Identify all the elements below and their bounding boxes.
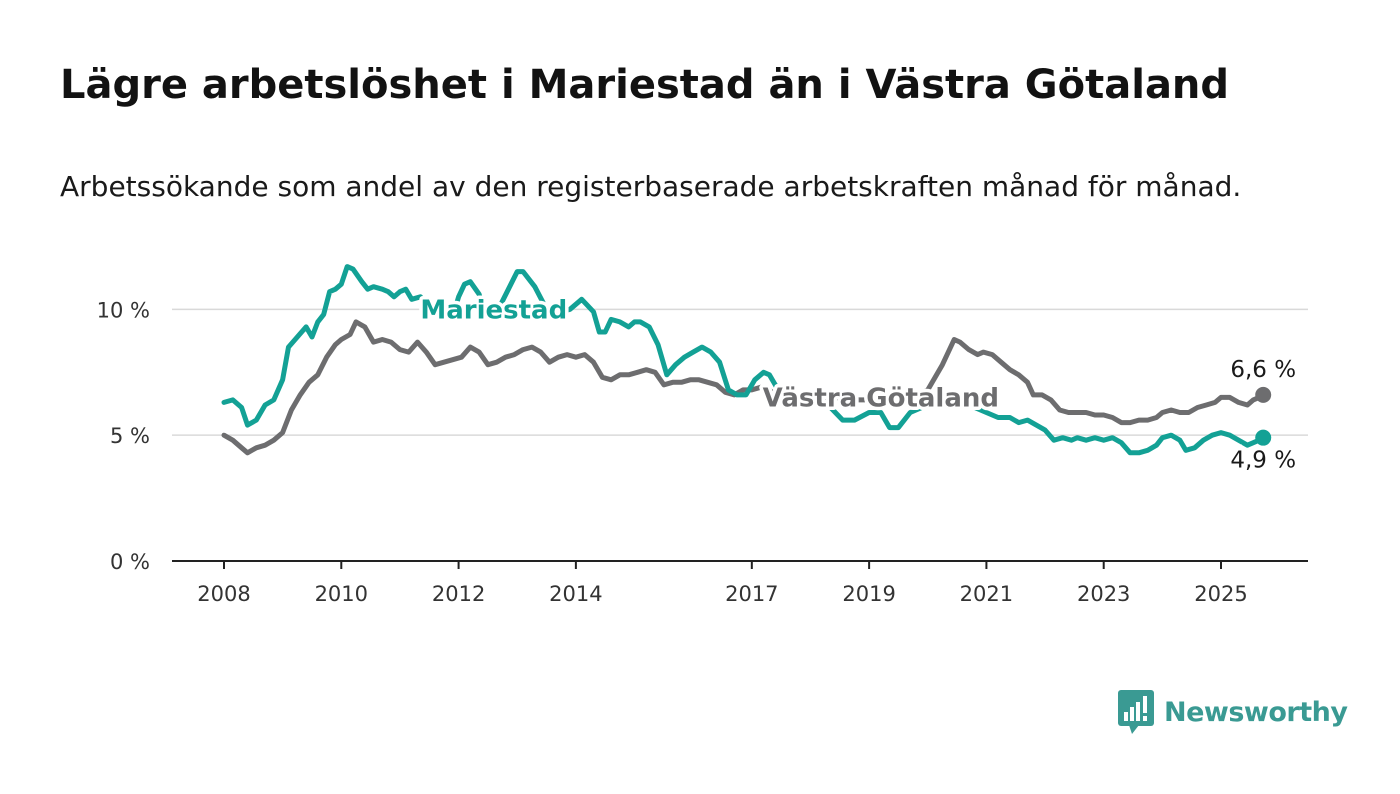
grid-lines [172, 308, 1308, 562]
chart-title: Lägre arbetslöshet i Mariestad än i Väst… [60, 62, 1230, 108]
x-axis-ticks: 2008 2010 2012 2014 2017 2019 2021 2023 2025 [197, 561, 1248, 606]
y-tick-label: 10 % [97, 298, 150, 322]
x-tick-label: 2021 [960, 582, 1013, 606]
series-line-vastra-gotaland [221, 319, 1266, 456]
x-tick-label: 2010 [315, 582, 368, 606]
x-tick-label: 2008 [197, 582, 250, 606]
x-tick-label: 2023 [1077, 582, 1130, 606]
series-label-mariestad: Mariestad [420, 295, 567, 325]
brand-name: Newsworthy [1164, 696, 1348, 728]
bar-chart-speech-bubble-icon [1118, 690, 1154, 734]
series-line-mariestad [221, 264, 1266, 456]
series-lines [221, 264, 1266, 456]
series-labels: 4,9 % Mariestad 6,6 % Västra Götaland [417, 292, 1299, 476]
end-point-vastra-gotaland [1255, 386, 1272, 403]
y-axis-ticks: 0 % 5 % 10 % [97, 298, 150, 574]
end-value-label-mariestad: 4,9 % [1230, 448, 1296, 474]
x-tick-label: 2017 [725, 582, 778, 606]
end-point-mariestad [1255, 429, 1272, 446]
x-tick-label: 2012 [432, 582, 485, 606]
x-tick-label: 2025 [1194, 582, 1247, 606]
brand-logo: Newsworthy [1118, 690, 1348, 734]
chart-subtitle: Arbetssökande som andel av den registerb… [60, 170, 1242, 203]
end-value-label-vastra-gotaland: 6,6 % [1230, 357, 1296, 383]
x-tick-label: 2014 [549, 582, 602, 606]
series-label-vastra-gotaland: Västra Götaland [763, 383, 999, 413]
y-tick-label: 5 % [110, 424, 150, 448]
y-tick-label: 0 % [110, 550, 150, 574]
x-tick-label: 2019 [842, 582, 895, 606]
